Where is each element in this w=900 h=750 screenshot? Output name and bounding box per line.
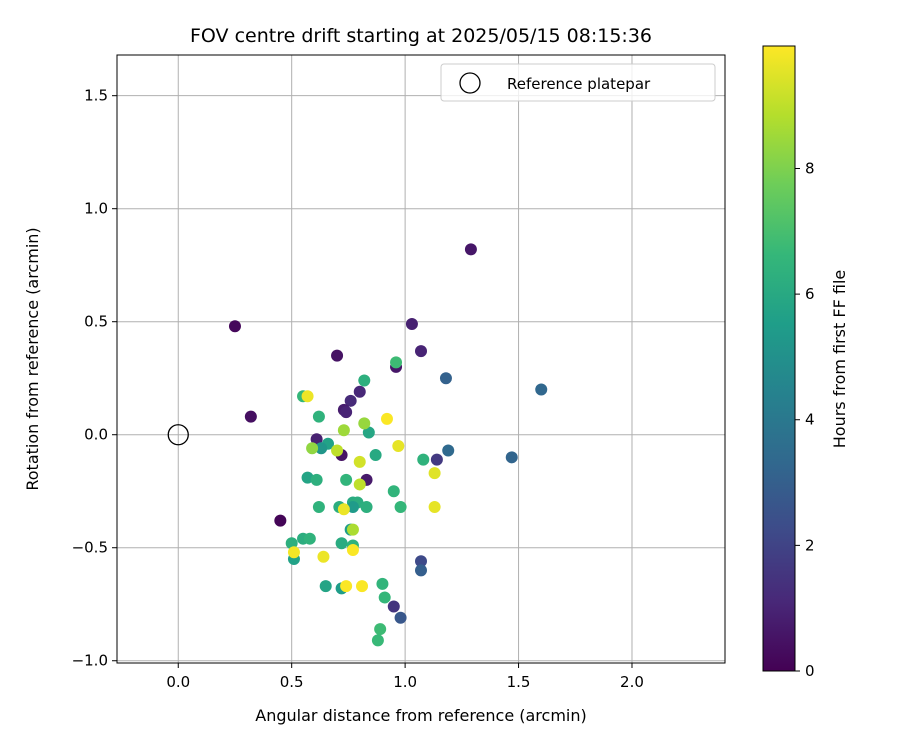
legend-marker-reference (459, 72, 481, 94)
scatter-point (340, 473, 353, 486)
scatter-point (415, 345, 427, 358)
scatter-point (358, 417, 371, 430)
reference-platepar-point (167, 424, 189, 446)
scatter-point (340, 406, 353, 419)
scatter-point (312, 501, 325, 514)
scatter-point (310, 473, 323, 486)
colorbar-frame (762, 45, 796, 672)
scatter-point (319, 580, 332, 593)
scatter-point (464, 243, 477, 256)
colorbar-tick-label: 6 (805, 285, 815, 303)
x-tick-label: 0.0 (166, 673, 190, 691)
scatter-point (405, 317, 418, 330)
colorbar-tick-label: 0 (805, 662, 815, 680)
colorbar-tick-label: 8 (805, 159, 815, 177)
x-axis-label: Angular distance from reference (arcmin) (255, 706, 586, 725)
scatter-point (356, 580, 369, 593)
y-tick-label: 0.0 (84, 426, 108, 444)
y-tick-label: 1.5 (84, 87, 108, 105)
scatter-point (331, 349, 344, 362)
scatter-point (331, 444, 344, 457)
scatter-point (387, 600, 400, 613)
legend-label-reference: Reference platepar (507, 75, 651, 93)
plot-frame (116, 54, 726, 664)
scatter-point (344, 394, 357, 407)
scatter-point (303, 532, 316, 545)
scatter-point (442, 444, 455, 457)
scatter-point (358, 374, 371, 387)
scatter-point (374, 623, 387, 636)
colorbar: 0 2 4 6 8 (762, 45, 815, 680)
scatter-point (535, 383, 548, 396)
scatter-points (228, 243, 548, 647)
y-tick-label: 1.0 (84, 200, 108, 218)
scatter-point (337, 503, 350, 516)
y-tick-label: −0.5 (72, 539, 108, 557)
scatter-point (428, 501, 441, 514)
scatter-point (417, 453, 430, 466)
scatter-point (244, 410, 257, 423)
y-tick-label: −1.0 (72, 652, 108, 670)
colorbar-gradient (763, 46, 795, 671)
y-axis-label: Rotation from reference (arcmin) (23, 227, 42, 490)
scatter-point (340, 580, 353, 593)
scatter-point (285, 537, 298, 550)
colorbar-label: Hours from first FF file (830, 270, 849, 449)
x-tick-label: 1.0 (393, 673, 417, 691)
scatter-point (380, 412, 393, 425)
scatter-point (439, 372, 452, 385)
reference-marker (167, 424, 189, 446)
scatter-point (394, 501, 407, 514)
scatter-point (353, 478, 366, 491)
scatter-point (346, 543, 359, 556)
axis-ticks: 0.0 0.5 1.0 1.5 2.0 −1.0 −0.5 0.0 0.5 1.0 1.5 (72, 87, 644, 691)
legend-box (440, 63, 716, 102)
x-tick-label: 2.0 (620, 673, 644, 691)
scatter-point (346, 523, 359, 536)
scatter-point (337, 424, 350, 437)
scatter-point (360, 501, 373, 514)
scatter-point (392, 440, 405, 453)
scatter-point (228, 320, 241, 333)
scatter-point (428, 467, 441, 480)
colorbar-tick-label: 2 (805, 536, 815, 554)
scatter-point (430, 453, 443, 466)
colorbar-tick-label: 4 (805, 411, 815, 429)
scatter-point (353, 385, 366, 398)
scatter-point (346, 501, 359, 514)
scatter-point (415, 564, 427, 577)
scatter-point (274, 514, 287, 527)
scatter-point (415, 555, 427, 568)
scatter-point (301, 471, 314, 484)
scatter-point (353, 455, 366, 468)
scatter-point (376, 577, 389, 590)
scatter-point (301, 390, 314, 403)
scatter-point (362, 426, 375, 439)
scatter-point (387, 485, 400, 498)
scatter-point (317, 550, 330, 563)
grid-lines (117, 55, 725, 663)
scatter-point (315, 442, 328, 455)
chart-title: FOV centre drift starting at 2025/05/15 … (190, 25, 652, 47)
scatter-point (287, 546, 300, 559)
scatter-point (505, 451, 518, 464)
scatter-point (394, 611, 407, 624)
scatter-point (378, 591, 391, 604)
x-tick-label: 1.5 (507, 673, 531, 691)
scatter-point (306, 442, 319, 455)
scatter-point (371, 634, 384, 647)
scatter-point (390, 356, 403, 369)
scatter-point (335, 537, 348, 550)
scatter-point (310, 433, 323, 446)
x-tick-label: 0.5 (280, 673, 304, 691)
scatter-point (312, 410, 325, 423)
scatter-point (369, 449, 382, 462)
y-tick-label: 0.5 (84, 313, 108, 331)
legend: Reference platepar (440, 63, 716, 102)
